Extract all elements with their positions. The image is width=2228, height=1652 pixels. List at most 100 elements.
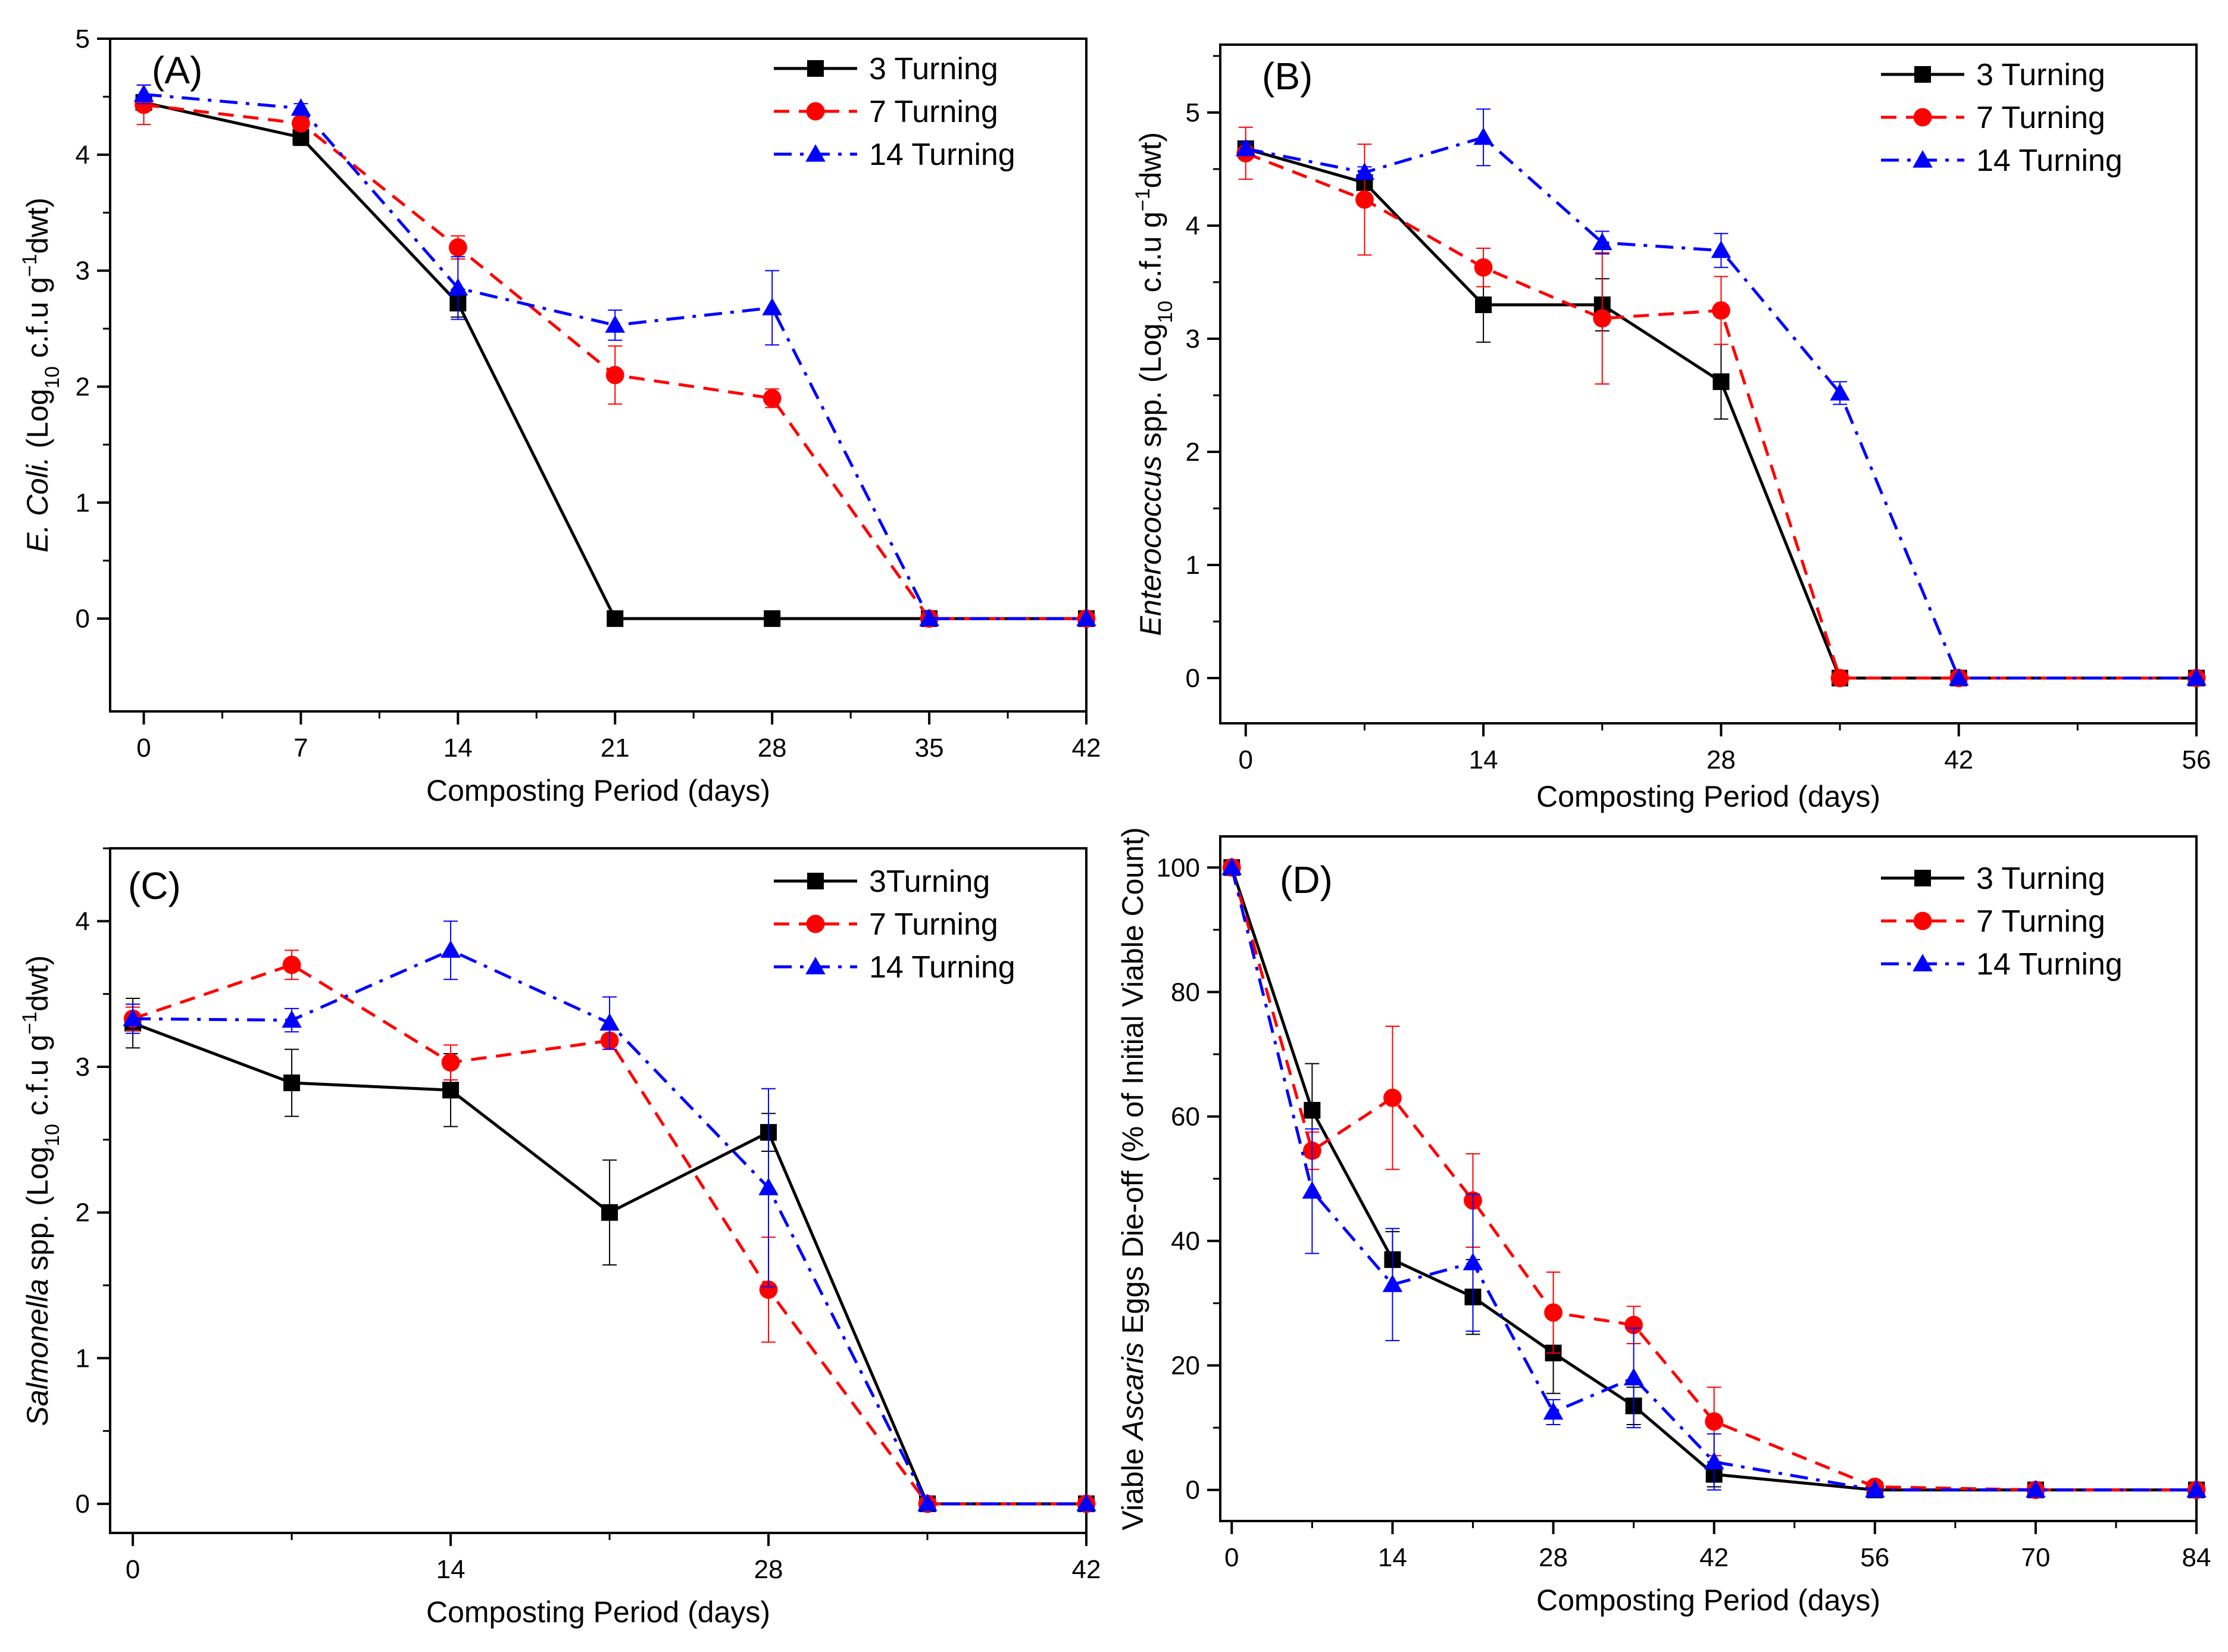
data-point	[1544, 1303, 1563, 1322]
y-tick-label: 4	[76, 140, 90, 170]
data-point	[1948, 668, 1969, 686]
x-tick-label: 14	[436, 1555, 465, 1584]
data-point	[1474, 258, 1493, 277]
y-title-text: Eggs Die-off (% of Initial Viable Count)	[1116, 827, 1149, 1342]
series-14-turning	[1221, 857, 2207, 1498]
x-tick-label: 14	[1378, 1543, 1407, 1572]
data-point	[759, 1280, 778, 1299]
x-tick-label: 28	[1539, 1543, 1568, 1572]
data-point	[2186, 668, 2207, 686]
series-7-turning	[1236, 126, 2206, 688]
x-tick-label: 42	[1699, 1543, 1729, 1572]
legend-entry: 3Turning	[774, 864, 990, 899]
y-tick-label: 3	[76, 1053, 90, 1082]
x-tick-label: 0	[1239, 745, 1253, 775]
y-title-text-3: dwt)	[21, 955, 54, 1011]
x-tick-label: 28	[1707, 745, 1736, 775]
y-tick-label: 80	[1171, 978, 1200, 1007]
legend-label: 3Turning	[869, 864, 990, 899]
series-14-turning	[1235, 108, 2207, 686]
y-tick-label: 0	[1186, 664, 1200, 693]
data-point	[440, 940, 461, 958]
legend-marker	[1914, 66, 1931, 83]
legend-entry: 7 Turning	[1881, 904, 2105, 939]
legend-entry: 3 Turning	[774, 52, 998, 86]
y-title-subscript: 10	[41, 366, 64, 389]
data-point	[133, 84, 154, 102]
x-tick-label: 21	[601, 733, 630, 763]
legend-entry: 14 Turning	[1881, 947, 2123, 982]
legend-label: 7 Turning	[1976, 101, 2105, 135]
y-tick-label: 4	[1186, 211, 1200, 241]
x-axis-title: Composting Period (days)	[426, 774, 770, 807]
data-point	[448, 278, 468, 296]
series-14-turning	[133, 84, 1096, 626]
legend-label: 7 Turning	[869, 907, 998, 942]
data-point	[292, 114, 310, 133]
data-point	[758, 1178, 779, 1195]
data-point	[1304, 1102, 1321, 1119]
y-tick-label: 4	[76, 907, 90, 936]
y-tick-label: 3	[76, 257, 90, 286]
x-axis-title: Composting Period (days)	[1536, 1584, 1880, 1617]
panel-label: (D)	[1280, 858, 1333, 901]
data-point	[1382, 1274, 1403, 1292]
y-title-subscript: 10	[41, 1124, 64, 1147]
legend-marker	[1913, 108, 1932, 127]
y-axis-title: Enterococcus spp. (Log10 c.f.u g−1dwt)	[1132, 132, 1177, 636]
data-point	[1864, 1479, 1885, 1498]
legend-marker	[807, 873, 824, 889]
y-tick-label: 100	[1157, 853, 1200, 882]
data-point	[919, 608, 939, 626]
y-title-superscript: −1	[18, 254, 41, 277]
data-point	[1711, 301, 1730, 320]
data-point	[1705, 1412, 1724, 1431]
legend-label: 7 Turning	[869, 95, 998, 129]
y-title-subscript: 10	[1154, 301, 1177, 323]
data-point	[2026, 1479, 2046, 1498]
y-axis-title: E. Coli. (Log10 c.f.u g−1dwt)	[18, 198, 64, 552]
y-title-text-3: dwt)	[1134, 132, 1167, 188]
y-title-text: (Log	[21, 389, 54, 457]
x-tick-label: 84	[2182, 1543, 2211, 1572]
series-line	[1245, 136, 2196, 680]
legend-entry: 14 Turning	[774, 138, 1015, 172]
y-tick-label: 5	[1186, 98, 1200, 127]
plot-frame	[109, 38, 1088, 713]
y-title-italic: E. Coli.	[21, 457, 54, 552]
legend-entry: 7 Turning	[774, 95, 998, 129]
legend-entry: 7 Turning	[774, 907, 998, 942]
data-point	[1383, 1088, 1402, 1107]
series-3turning	[124, 998, 1095, 1513]
data-point	[290, 98, 311, 116]
data-point	[441, 1053, 460, 1072]
legend-marker	[1913, 150, 1933, 168]
legend-entry: 3 Turning	[1881, 861, 2105, 896]
y-title-italic: Salmonella	[21, 1279, 54, 1426]
y-tick-label: 1	[76, 488, 90, 517]
y-tick-label: 5	[76, 24, 90, 54]
legend-label: 14 Turning	[869, 138, 1015, 172]
data-point	[601, 1204, 618, 1221]
panel-label: (A)	[152, 49, 202, 92]
legend-marker	[806, 102, 825, 121]
data-point	[605, 366, 624, 385]
data-point	[1355, 190, 1374, 209]
chart-panel-4: 0 14 28 42 56 70 84 0 20 40 60 80 100 Composting Peri…	[1116, 827, 2211, 1617]
data-point	[1704, 1451, 1724, 1470]
data-point	[1543, 1402, 1564, 1420]
x-tick-label: 42	[1072, 733, 1101, 763]
x-tick-label: 14	[1469, 745, 1498, 775]
x-tick-label: 35	[915, 733, 944, 763]
x-tick-label: 70	[2021, 1543, 2050, 1572]
y-tick-label: 2	[76, 1198, 90, 1228]
series-line	[1245, 152, 2196, 680]
data-point	[123, 1008, 143, 1026]
data-point	[1592, 232, 1613, 251]
data-point	[1830, 669, 1849, 688]
y-title-italic: Ascaris	[1116, 1342, 1149, 1442]
data-point	[605, 315, 626, 333]
x-tick-label: 0	[1224, 1543, 1239, 1572]
data-point	[442, 1082, 460, 1099]
